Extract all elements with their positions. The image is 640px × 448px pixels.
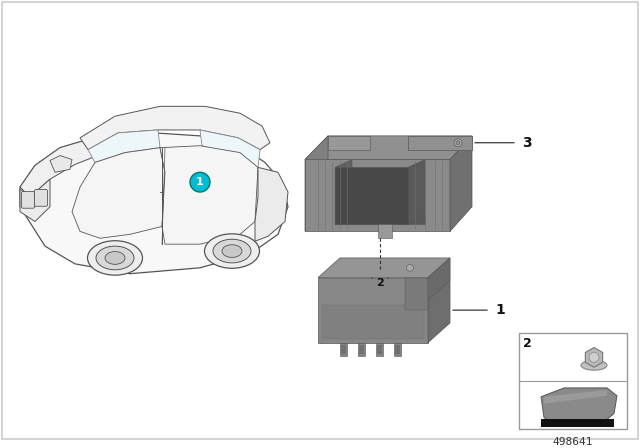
Polygon shape	[50, 155, 72, 172]
Polygon shape	[408, 159, 425, 224]
Text: 498641: 498641	[553, 437, 593, 447]
Polygon shape	[328, 136, 370, 150]
Polygon shape	[428, 258, 450, 300]
Polygon shape	[586, 348, 603, 367]
Bar	[359, 345, 364, 354]
Polygon shape	[20, 179, 50, 221]
Polygon shape	[544, 390, 607, 404]
Polygon shape	[88, 130, 160, 163]
Polygon shape	[72, 148, 165, 238]
Polygon shape	[160, 146, 258, 244]
Text: 1: 1	[196, 177, 204, 187]
Bar	[394, 343, 401, 357]
Polygon shape	[405, 278, 428, 310]
Polygon shape	[318, 278, 428, 343]
Polygon shape	[541, 419, 614, 427]
Ellipse shape	[96, 246, 134, 270]
Polygon shape	[305, 159, 450, 231]
Polygon shape	[318, 258, 450, 278]
Polygon shape	[541, 388, 617, 422]
Circle shape	[456, 141, 460, 145]
Polygon shape	[305, 136, 472, 159]
Polygon shape	[335, 215, 425, 224]
Polygon shape	[200, 130, 260, 168]
Ellipse shape	[213, 239, 251, 263]
Text: 2: 2	[523, 337, 532, 350]
Text: 3: 3	[522, 136, 532, 150]
FancyBboxPatch shape	[35, 190, 47, 206]
Polygon shape	[255, 168, 288, 241]
Ellipse shape	[88, 241, 143, 275]
Circle shape	[371, 273, 390, 292]
Polygon shape	[428, 258, 450, 343]
Polygon shape	[20, 133, 288, 274]
Bar	[395, 345, 400, 354]
FancyBboxPatch shape	[22, 191, 35, 208]
FancyBboxPatch shape	[519, 333, 627, 429]
Bar	[376, 343, 383, 357]
Polygon shape	[335, 159, 352, 224]
Text: 1: 1	[495, 303, 505, 317]
Ellipse shape	[205, 234, 259, 268]
Polygon shape	[335, 168, 408, 224]
Bar	[340, 343, 347, 357]
Polygon shape	[305, 136, 328, 231]
Polygon shape	[408, 136, 472, 150]
Polygon shape	[378, 224, 392, 238]
Circle shape	[406, 264, 413, 271]
Polygon shape	[322, 305, 424, 339]
Bar	[341, 345, 346, 354]
Polygon shape	[80, 106, 270, 150]
Polygon shape	[408, 136, 472, 150]
Circle shape	[190, 172, 210, 192]
Circle shape	[589, 353, 599, 362]
Polygon shape	[20, 136, 105, 197]
Bar	[377, 345, 382, 354]
Circle shape	[454, 139, 462, 146]
Ellipse shape	[222, 245, 242, 258]
Ellipse shape	[105, 252, 125, 264]
Ellipse shape	[581, 360, 607, 370]
Polygon shape	[450, 136, 472, 231]
Text: 2: 2	[376, 278, 384, 288]
Bar	[358, 343, 365, 357]
